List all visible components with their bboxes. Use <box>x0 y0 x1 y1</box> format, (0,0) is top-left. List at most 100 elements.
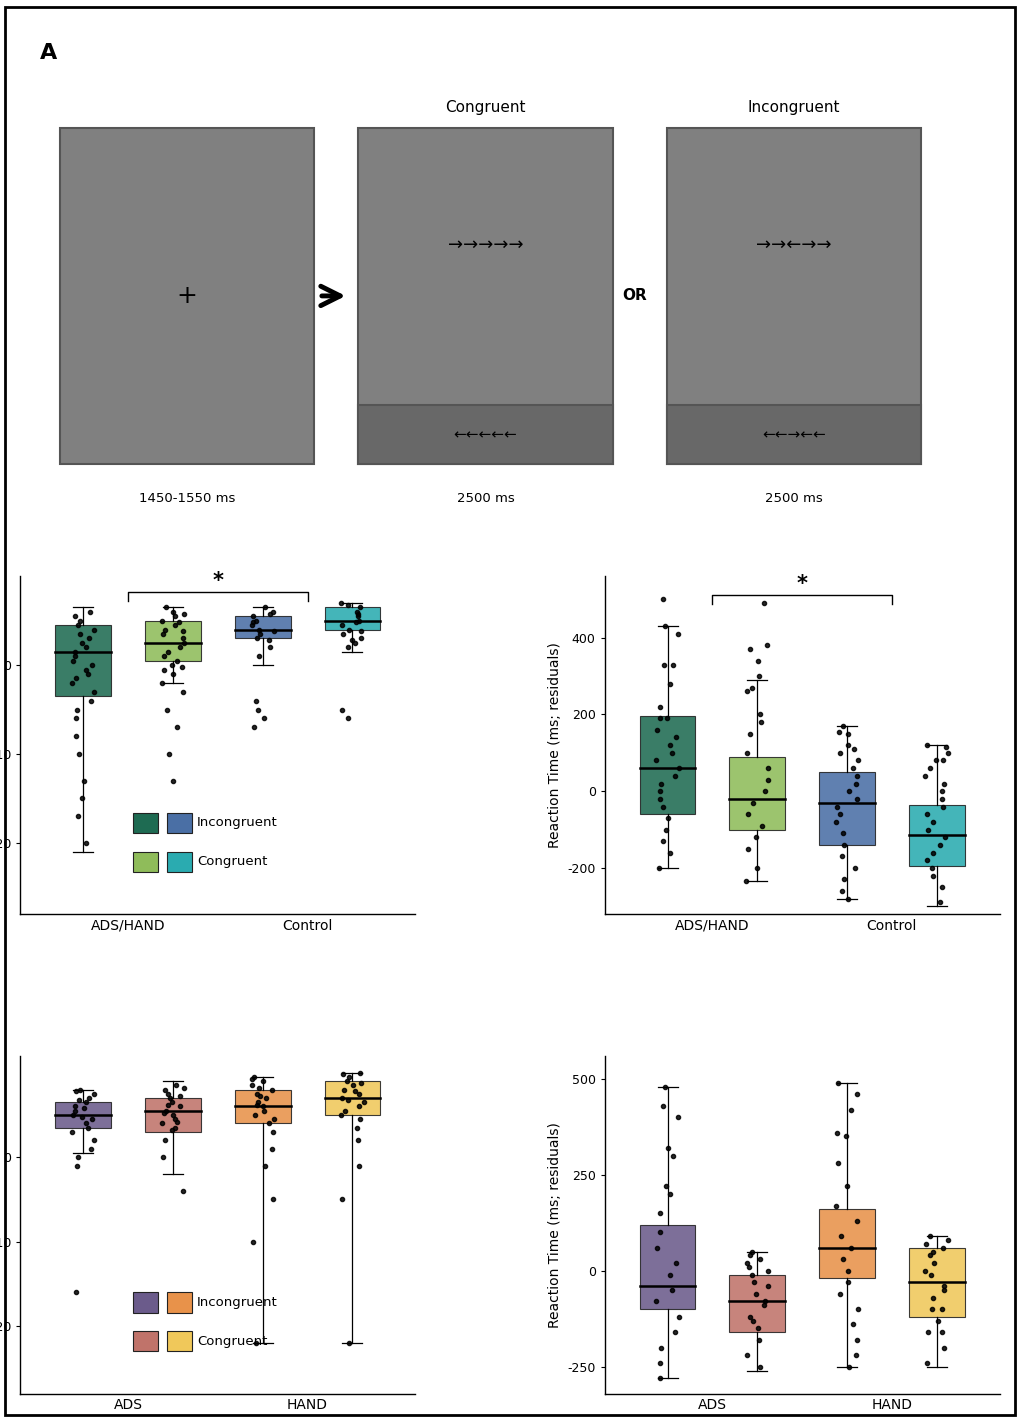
Point <box>934 795 951 818</box>
Point <box>348 600 365 623</box>
Point <box>927 749 944 772</box>
Text: Congruent: Congruent <box>197 855 267 869</box>
Point <box>266 620 282 643</box>
Point <box>154 610 170 633</box>
Point <box>70 805 87 828</box>
Point <box>651 707 667 729</box>
Text: ←←←←←: ←←←←← <box>453 427 517 442</box>
Text: →→←→→: →→←→→ <box>755 236 830 255</box>
Point <box>838 1175 854 1197</box>
Point <box>830 1283 847 1305</box>
Point <box>930 833 947 856</box>
Point <box>835 867 851 890</box>
Bar <box>729 1274 785 1332</box>
Point <box>74 631 91 654</box>
Point <box>64 1121 81 1143</box>
Point <box>666 1321 683 1344</box>
Point <box>923 865 940 887</box>
Point <box>332 1103 348 1126</box>
Bar <box>639 1224 695 1310</box>
Point <box>84 1108 100 1130</box>
Point <box>351 1082 367 1105</box>
Point <box>751 1249 767 1271</box>
Point <box>163 1119 179 1142</box>
Point <box>916 1260 932 1283</box>
Point <box>922 1263 938 1285</box>
Point <box>86 1129 102 1152</box>
Point <box>167 604 183 627</box>
Bar <box>132 1293 158 1313</box>
Point <box>81 627 97 650</box>
Point <box>739 741 755 764</box>
Point <box>264 600 280 623</box>
Point <box>157 619 173 641</box>
Point <box>744 1240 760 1263</box>
Point <box>924 842 941 865</box>
Point <box>917 1233 933 1256</box>
Point <box>167 614 183 637</box>
Point <box>169 1111 185 1133</box>
Point <box>744 791 760 813</box>
Point <box>337 1099 354 1122</box>
Point <box>257 596 273 619</box>
Bar <box>818 772 874 845</box>
Point <box>157 596 173 619</box>
Point <box>833 880 849 903</box>
Point <box>335 623 352 646</box>
Point <box>70 1088 87 1111</box>
Bar <box>166 1293 192 1313</box>
Point <box>64 671 81 694</box>
Point <box>83 690 99 712</box>
Point <box>168 717 184 739</box>
Point <box>847 772 863 795</box>
Point <box>167 1108 183 1130</box>
Point <box>840 734 856 757</box>
Point <box>923 856 940 879</box>
Point <box>751 1355 767 1378</box>
Point <box>250 698 266 721</box>
Point <box>849 1298 865 1321</box>
Point <box>842 1236 858 1258</box>
Point <box>246 1065 262 1088</box>
Point <box>748 856 764 879</box>
Point <box>933 876 950 899</box>
Point <box>332 592 348 614</box>
Point <box>248 1331 264 1354</box>
Point <box>745 1271 761 1294</box>
Point <box>738 680 754 702</box>
Point <box>158 1099 174 1122</box>
Point <box>254 1069 270 1092</box>
Point <box>833 845 849 867</box>
Point <box>654 1095 671 1118</box>
Point <box>174 656 191 678</box>
Point <box>932 779 949 802</box>
Point <box>841 779 857 802</box>
Point <box>933 1321 950 1344</box>
Point <box>249 1094 265 1116</box>
Point <box>752 711 768 734</box>
Point <box>650 856 666 879</box>
Text: +: + <box>176 284 197 309</box>
Point <box>175 1076 192 1099</box>
Point <box>755 592 771 614</box>
Point <box>249 627 265 650</box>
Point <box>75 769 92 792</box>
Point <box>244 614 260 637</box>
Point <box>659 1136 676 1159</box>
Point <box>174 681 191 704</box>
Point <box>934 1337 951 1359</box>
Point <box>84 654 100 677</box>
Point <box>64 650 81 673</box>
Point <box>340 593 357 616</box>
Point <box>353 620 369 643</box>
Point <box>352 1108 368 1130</box>
Point <box>654 795 671 818</box>
Point <box>935 1278 952 1301</box>
Point <box>334 1086 351 1109</box>
Point <box>651 1202 667 1224</box>
Text: *: * <box>212 570 223 590</box>
Point <box>928 1310 945 1332</box>
Point <box>353 627 369 650</box>
Point <box>162 1086 178 1109</box>
Point <box>749 1317 765 1340</box>
